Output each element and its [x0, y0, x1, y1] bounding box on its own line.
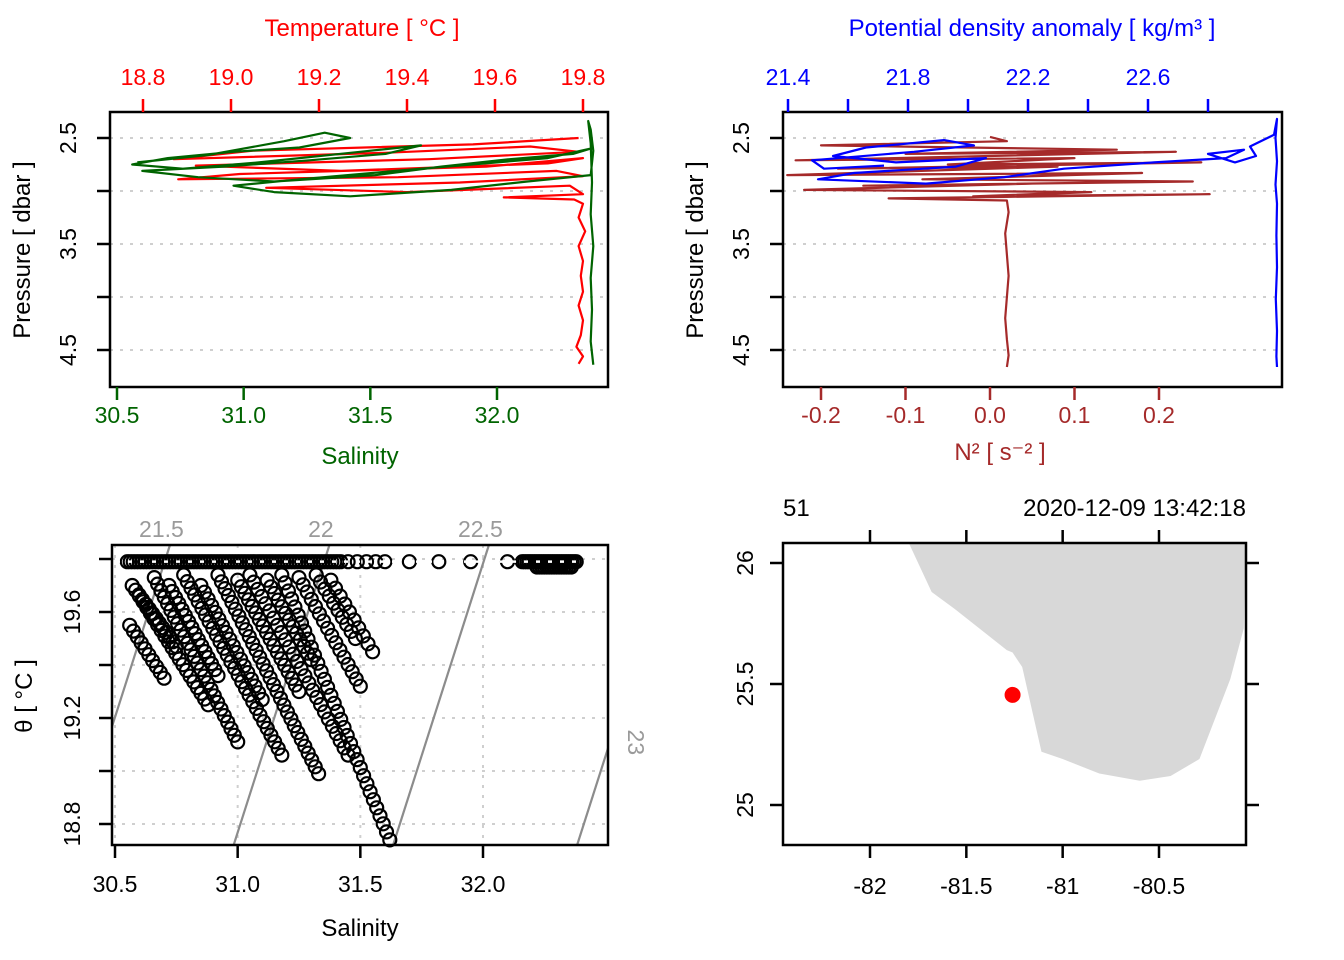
axis-title-temperature: Temperature [ °C ]: [265, 15, 460, 42]
tick-label-bottom: 31.0: [215, 871, 260, 897]
tick-label-left: 26: [732, 550, 758, 576]
tick-label-left: 3.5: [55, 228, 81, 260]
axis-title-salinity-top: Salinity: [321, 443, 398, 470]
tick-label-top: 19.4: [385, 64, 430, 90]
tick-label-bottom: 0.2: [1143, 402, 1175, 428]
station-dot: [1004, 686, 1021, 703]
series-potential-density-anomaly: [810, 117, 1279, 368]
isopycnal-label-22: 22: [308, 516, 334, 542]
tick-label-top: 21.4: [766, 64, 811, 90]
profile-temp-salinity: 30.5 31.0 31.5 32.0 18.8 19.0 19.2 19.4 19.6 19.8…: [55, 64, 610, 428]
tick-label-bottom: 32.0: [475, 402, 520, 428]
tick-label-bottom: -81: [1046, 873, 1079, 899]
isopycnal-label-22.5: 22.5: [458, 516, 503, 542]
tick-label-bottom: -81.5: [940, 873, 992, 899]
tick-label-bottom: 31.0: [221, 402, 266, 428]
axis-title-theta: θ [ °C ]: [11, 659, 38, 733]
tick-label-top: 22.2: [1006, 64, 1051, 90]
tick-label-bottom: -0.1: [886, 402, 926, 428]
tick-label-left: 3.5: [728, 228, 754, 260]
tick-label-top: 19.2: [297, 64, 342, 90]
axis-title-pressure-left: Pressure [ dbar ]: [9, 161, 36, 338]
isopycnal-label-21.5: 21.5: [139, 516, 184, 542]
station-datetime-label: 2020-12-09 13:42:18: [1023, 495, 1246, 522]
chart-graphics: 30.5 31.0 31.5 32.0 18.8 19.0 19.2 19.4 19.6 19.8…: [55, 64, 1284, 899]
tick-label-bottom: 0.0: [974, 402, 1006, 428]
tick-label-top: 21.8: [886, 64, 931, 90]
axis-title-density: Potential density anomaly [ kg/m³ ]: [849, 15, 1216, 42]
tick-label-left: 4.5: [55, 334, 81, 366]
plot-box: [108, 110, 610, 389]
tick-label-left: 25: [732, 792, 758, 818]
tick-label-bottom: 0.1: [1059, 402, 1091, 428]
tick-label-top: 18.8: [121, 64, 166, 90]
tick-label-top: 19.8: [561, 64, 606, 90]
tick-label-bottom: -82: [853, 873, 886, 899]
ts-diagram: 21.5 22 22.5 23 30.5 31.0 31.5 32.0 19.6 19.2 18.8: [59, 516, 649, 897]
tick-label-bottom: 30.5: [95, 402, 140, 428]
series-salinity: [131, 119, 595, 365]
land-polygon: [908, 542, 1246, 781]
series-n2: [786, 135, 1211, 368]
plot-box: [781, 541, 1248, 847]
axis-title-salinity-bottom: Salinity: [321, 915, 398, 942]
tick-label-left: 18.8: [59, 802, 85, 847]
station-map: -82 -81.5 -81 -80.5 26 25.5 25: [732, 530, 1259, 899]
tick-label-left: 4.5: [728, 334, 754, 366]
tick-label-bottom: 31.5: [338, 871, 383, 897]
tick-label-left: 2.5: [728, 122, 754, 154]
profile-density-n2: -0.2 -0.1 0.0 0.1 0.2 21.4 21.8 22.2 22.6 2.5 3.5 4…: [728, 64, 1284, 428]
tick-label-left: 19.2: [59, 696, 85, 741]
tick-label-left: 2.5: [55, 122, 81, 154]
tick-label-bottom: 30.5: [93, 871, 138, 897]
tick-label-bottom: 32.0: [461, 871, 506, 897]
tick-label-left: 25.5: [732, 662, 758, 707]
station-number-label: 51: [783, 495, 810, 522]
axis-title-pressure-right: Pressure [ dbar ]: [682, 161, 709, 338]
isopycnal-label-23: 23: [623, 730, 649, 756]
tick-label-top: 19.0: [209, 64, 254, 90]
tick-label-left: 19.6: [59, 590, 85, 635]
tick-label-top: 22.6: [1126, 64, 1171, 90]
scatter-points: [119, 554, 584, 848]
plot-box: [781, 110, 1284, 389]
tick-label-bottom: -0.2: [801, 402, 841, 428]
axis-title-n2: N² [ s⁻² ]: [954, 439, 1045, 466]
tick-label-bottom: -80.5: [1133, 873, 1185, 899]
tick-label-bottom: 31.5: [348, 402, 393, 428]
series-temperature: [172, 136, 587, 365]
tick-label-top: 19.6: [473, 64, 518, 90]
